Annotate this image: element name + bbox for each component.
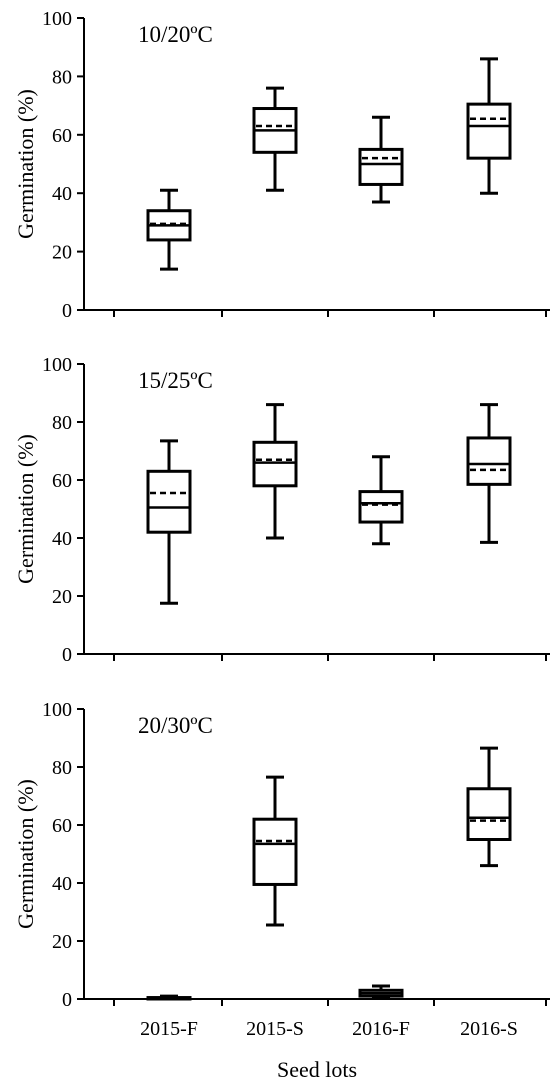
- box-2016-F: [358, 984, 404, 1000]
- y-axis-title: Germination (%): [13, 434, 38, 584]
- panel-2: 0 20 40 60 80 100 Germination (%) 15/25ºC: [13, 354, 550, 666]
- y-tick-label: 80: [52, 412, 72, 434]
- box-2016-F: [358, 455, 404, 546]
- iqr-box: [466, 787, 512, 841]
- iqr-box: [466, 102, 512, 160]
- x-tick-label: 2015-S: [246, 1018, 304, 1040]
- y-tick-label: 0: [62, 300, 72, 322]
- y-tick-label: 100: [42, 354, 72, 376]
- iqr-box: [252, 817, 298, 886]
- box-2016-S: [466, 57, 512, 195]
- y-tick-label: 0: [62, 644, 72, 666]
- y-tick-label: 20: [52, 931, 72, 953]
- y-tick-label: 80: [52, 66, 72, 88]
- y-tick-label: 60: [52, 815, 72, 837]
- x-tick-label: 2016-S: [460, 1018, 518, 1040]
- y-tick-label: 40: [52, 528, 72, 550]
- iqr-box: [466, 436, 512, 486]
- panel-title: 20/30ºC: [138, 713, 213, 738]
- box-2015-F: [146, 439, 192, 605]
- y-tick-label: 40: [52, 183, 72, 205]
- panel-title: 10/20ºC: [138, 22, 213, 47]
- y-axis-title: Germination (%): [13, 779, 38, 929]
- y-tick-label: 100: [42, 699, 72, 721]
- box-2016-F: [358, 115, 404, 204]
- box-2015-F: [146, 994, 192, 1001]
- iqr-box: [358, 490, 404, 524]
- y-tick-label: 20: [52, 586, 72, 608]
- y-tick-label: 60: [52, 125, 72, 147]
- x-tick-label: 2015-F: [140, 1018, 198, 1040]
- y-tick-label: 60: [52, 470, 72, 492]
- iqr-box: [252, 440, 298, 488]
- box-2016-S: [466, 403, 512, 544]
- panel-1: 0 20 40 60 80 100 Germination (%) 10/20ºC: [13, 8, 550, 322]
- iqr-box: [358, 147, 404, 186]
- box-2016-S: [466, 746, 512, 868]
- y-tick-label: 100: [42, 8, 72, 30]
- box-2015-S: [252, 86, 298, 192]
- y-tick-label: 80: [52, 757, 72, 779]
- box-2015-S: [252, 403, 298, 540]
- x-tick-label: 2016-F: [352, 1018, 410, 1040]
- y-tick-label: 0: [62, 989, 72, 1011]
- x-axis-title: Seed lots: [277, 1057, 357, 1082]
- y-tick-label: 20: [52, 242, 72, 264]
- box-2015-F: [146, 188, 192, 271]
- panel-3: 0 20 40 60 80 100 Germination (%) 20/30ºC 2015-F…: [13, 699, 550, 1082]
- iqr-box: [146, 469, 192, 534]
- y-tick-label: 40: [52, 873, 72, 895]
- panel-title: 15/25ºC: [138, 368, 213, 393]
- y-axis-title: Germination (%): [13, 89, 38, 239]
- box-2015-S: [252, 775, 298, 927]
